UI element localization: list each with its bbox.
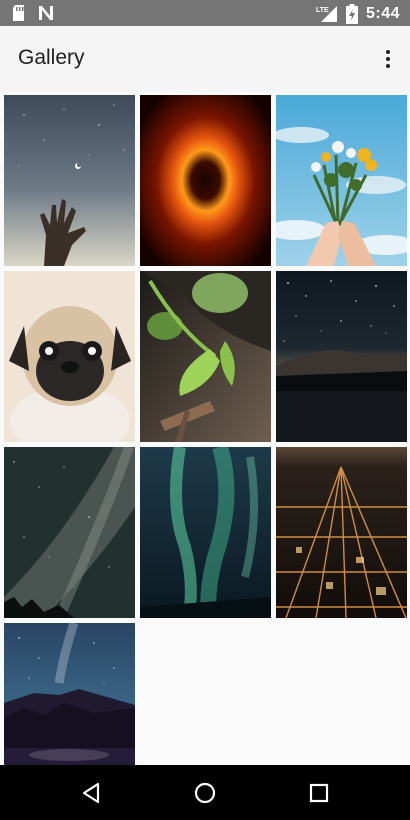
status-bar: LTE 5:44: [0, 0, 410, 26]
navigation-bar: [0, 765, 410, 820]
back-icon[interactable]: [78, 779, 106, 807]
home-icon[interactable]: [191, 779, 219, 807]
signal-icon: LTE: [316, 6, 337, 22]
app-bar: Gallery: [0, 26, 410, 92]
photo-thumbnail[interactable]: [276, 95, 407, 266]
photo-thumbnail[interactable]: [4, 447, 135, 618]
photo-thumbnail[interactable]: [4, 95, 135, 266]
n-notification-icon: [39, 6, 53, 20]
photo-thumbnail[interactable]: [4, 271, 135, 442]
overflow-menu-icon[interactable]: [380, 48, 396, 70]
photo-thumbnail[interactable]: [140, 447, 271, 618]
photo-thumbnail[interactable]: [140, 95, 271, 266]
svg-text:LTE: LTE: [316, 7, 329, 14]
battery-charging-icon: [345, 4, 358, 24]
sd-card-icon: [13, 5, 24, 21]
photo-thumbnail[interactable]: [140, 271, 271, 442]
page-title: Gallery: [18, 46, 85, 69]
photo-grid: [4, 95, 407, 794]
recents-icon[interactable]: [305, 779, 333, 807]
photo-thumbnail[interactable]: [276, 271, 407, 442]
photo-thumbnail[interactable]: [276, 447, 407, 618]
clock: 5:44: [365, 5, 400, 22]
